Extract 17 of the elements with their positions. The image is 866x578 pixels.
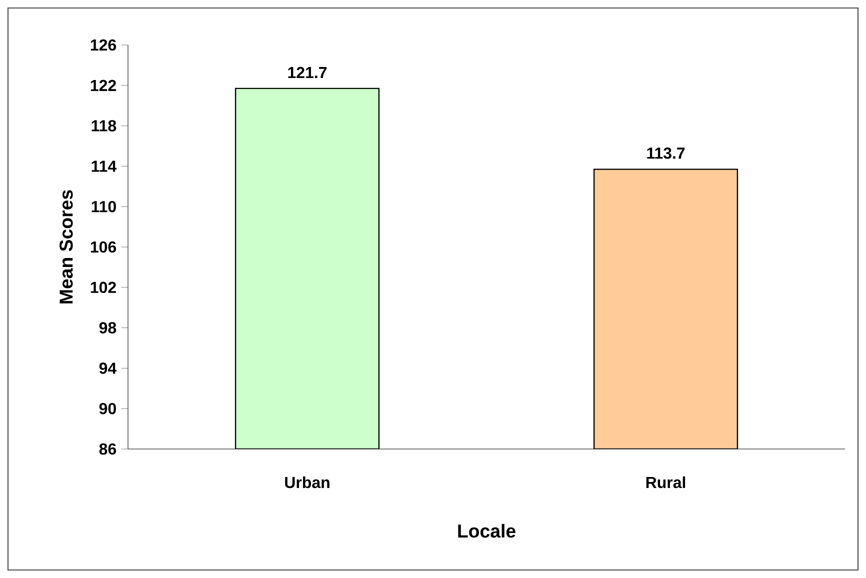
data-label: 121.7 [288, 66, 327, 78]
y-tick-label: 114 [92, 160, 117, 172]
y-tick-label: 86 [99, 443, 116, 455]
y-tick-label: 110 [92, 200, 116, 212]
y-tick-label: 122 [90, 80, 116, 91]
x-tick-label: Rural [646, 476, 686, 488]
y-tick-label: 94 [99, 362, 117, 374]
y-tick-label: 106 [90, 241, 116, 253]
x-tick-label: Urban [285, 476, 330, 488]
x-axis-title: Locale [458, 524, 516, 538]
y-tick-label: 118 [92, 120, 116, 132]
y-tick-label: 98 [99, 322, 116, 334]
y-tick-label: 102 [90, 282, 116, 294]
y-tick-label: 90 [99, 402, 116, 414]
data-label: 113.7 [647, 148, 685, 159]
y-axis-title: Mean Scores [60, 190, 73, 304]
y-tick-label: 126 [90, 39, 116, 51]
